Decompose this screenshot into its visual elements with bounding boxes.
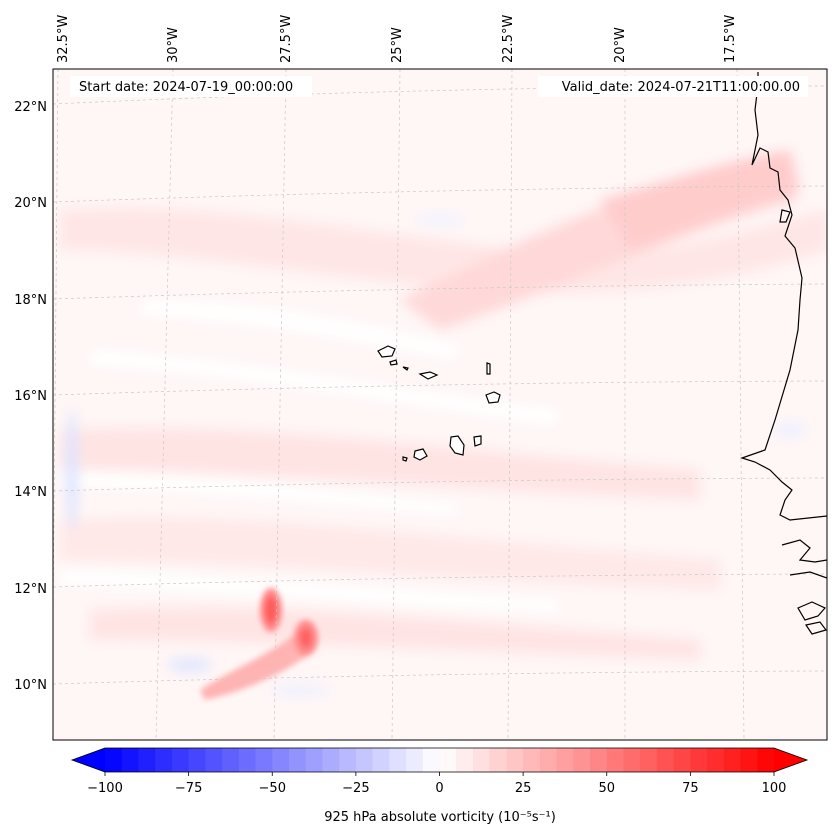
cape-verde-islands (377, 345, 501, 462)
colorbar-cell (656, 748, 675, 772)
colorbar-cell (673, 748, 691, 772)
colorbar-cell (556, 748, 574, 772)
colorbar-cell (740, 748, 758, 772)
lat-tick-label: 22°N (14, 100, 47, 115)
lon-tick-label: 20°W (613, 27, 628, 63)
lat-tick-label: 12°N (14, 582, 47, 597)
colorbar-cell (439, 748, 457, 772)
colorbar-tick-label: 100 (762, 781, 787, 796)
colorbar-cell (288, 748, 307, 772)
colorbar-cells (105, 748, 775, 772)
colorbar-cell (606, 748, 625, 772)
colorbar-cell (573, 748, 591, 772)
lon-tick-label: 32.5°W (56, 15, 71, 63)
lon-tick-labels: 32.5°W 30°W 27.5°W 25°W 22.5°W 20°W 17.5… (56, 15, 738, 63)
colorbar-cell (222, 748, 240, 772)
colorbar-cell (238, 748, 257, 772)
colorbar-cell (105, 748, 123, 772)
colorbar-label: 925 hPa absolute vorticity (10⁻⁵s⁻¹) (324, 810, 556, 825)
west-africa-coastline (740, 72, 827, 635)
lat-tick-label: 14°N (14, 485, 47, 500)
colorbar-cell (523, 748, 541, 772)
map-frame (52, 68, 828, 741)
colorbar-cell (723, 748, 742, 772)
colorbar-min-extension (72, 748, 105, 772)
colorbar-tick-label: −25 (342, 781, 369, 796)
colorbar-cell (272, 748, 290, 772)
colorbar-cell (489, 748, 507, 772)
lat-tick-label: 18°N (14, 293, 47, 308)
colorbar-cell (121, 748, 140, 772)
lat-tick-label: 16°N (14, 389, 47, 404)
colorbar-cell (506, 748, 524, 772)
colorbar: −100 −75 −50 −25 0 25 50 75 100 925 hPa absolute… (70, 747, 809, 825)
start-date-box (70, 76, 312, 97)
colorbar-tick-label: 25 (515, 781, 532, 796)
colorbar-cell (623, 748, 641, 772)
colorbar-cell (355, 748, 374, 772)
valid-date-box (538, 76, 808, 97)
lon-tick-label: 25°W (390, 27, 405, 63)
colorbar-cell (456, 748, 474, 772)
colorbar-cell (188, 748, 206, 772)
colorbar-tick-label: −75 (175, 781, 202, 796)
colorbar-cell (372, 748, 390, 772)
colorbar-cell (138, 748, 156, 772)
colorbar-tick-label: −100 (87, 781, 123, 796)
graticule (53, 69, 827, 740)
colorbar-cell (640, 748, 658, 772)
start-date-label: Start date: 2024-07-19_00:00:00 (79, 80, 293, 95)
colorbar-cell (472, 748, 491, 772)
colorbar-cell (590, 748, 608, 772)
colorbar-cell (339, 748, 357, 772)
colorbar-tick-label: 0 (435, 781, 443, 796)
colorbar-cell (757, 748, 775, 772)
map-panel (53, 69, 827, 740)
colorbar-cell (406, 748, 424, 772)
lon-tick-label: 17.5°W (723, 15, 738, 63)
lon-tick-label: 27.5°W (279, 15, 294, 63)
lat-tick-labels: 22°N 20°N 18°N 16°N 14°N 12°N 10°N (14, 100, 47, 693)
colorbar-cell (205, 748, 223, 772)
lon-tick-label: 30°W (166, 27, 181, 63)
colorbar-cell (422, 748, 441, 772)
colorbar-cell (255, 748, 273, 772)
colorbar-cell (539, 748, 558, 772)
colorbar-cell (171, 748, 190, 772)
colorbar-cell (389, 748, 407, 772)
colorbar-ticks: −100 −75 −50 −25 0 25 50 75 100 (87, 772, 786, 796)
colorbar-cell (305, 748, 324, 772)
lat-tick-label: 20°N (14, 196, 47, 211)
colorbar-cell (322, 748, 340, 772)
colorbar-tick-label: −50 (259, 781, 286, 796)
colorbar-tick-label: 50 (598, 781, 615, 796)
colorbar-cell (155, 748, 173, 772)
colorbar-max-extension (774, 748, 807, 772)
colorbar-tick-label: 75 (682, 781, 699, 796)
colorbar-cell (707, 748, 725, 772)
colorbar-cell (690, 748, 708, 772)
lon-tick-label: 22.5°W (501, 15, 516, 63)
valid-date-label: Valid_date: 2024-07-21T11:00:00.00 (562, 80, 800, 95)
lat-tick-label: 10°N (14, 678, 47, 693)
